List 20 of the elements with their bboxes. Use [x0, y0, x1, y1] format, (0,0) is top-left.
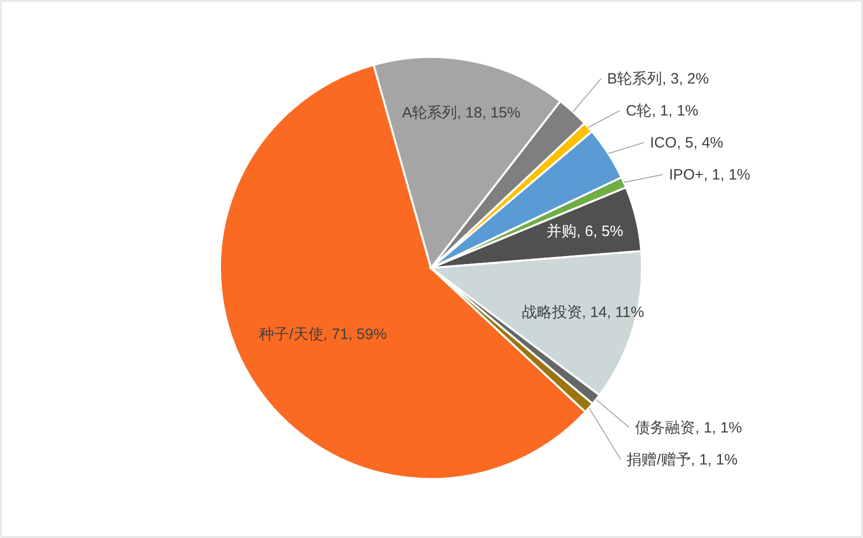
- slice-label: C轮: [626, 102, 652, 120]
- slice-label: 债务融资: [635, 419, 696, 436]
- data-label: , 6, 5%: [576, 222, 624, 240]
- slice-label: IPO+: [668, 166, 704, 184]
- slice-label: A轮系列: [402, 104, 458, 122]
- slice-label: 战略投资: [522, 304, 582, 322]
- data-label: , 1, 1%: [652, 102, 698, 120]
- data-label: , 5, 4%: [676, 134, 724, 152]
- slice-label: ICO: [650, 134, 677, 152]
- data-label: , 71, 59%: [323, 326, 387, 343]
- data-label: , 1, 1%: [690, 451, 738, 468]
- data-label: , 3, 2%: [662, 70, 709, 88]
- data-label: , 18, 15%: [457, 104, 520, 122]
- data-label: , 14, 11%: [582, 304, 644, 322]
- data-label: , 1, 1%: [695, 419, 742, 436]
- data-label: , 1, 1%: [704, 166, 750, 184]
- slice-label: 并购: [546, 222, 577, 240]
- slice-label: 捐赠/赠予: [626, 451, 691, 468]
- slice-label: 种子/天使: [259, 326, 324, 343]
- slice-label: B轮系列: [607, 70, 662, 88]
